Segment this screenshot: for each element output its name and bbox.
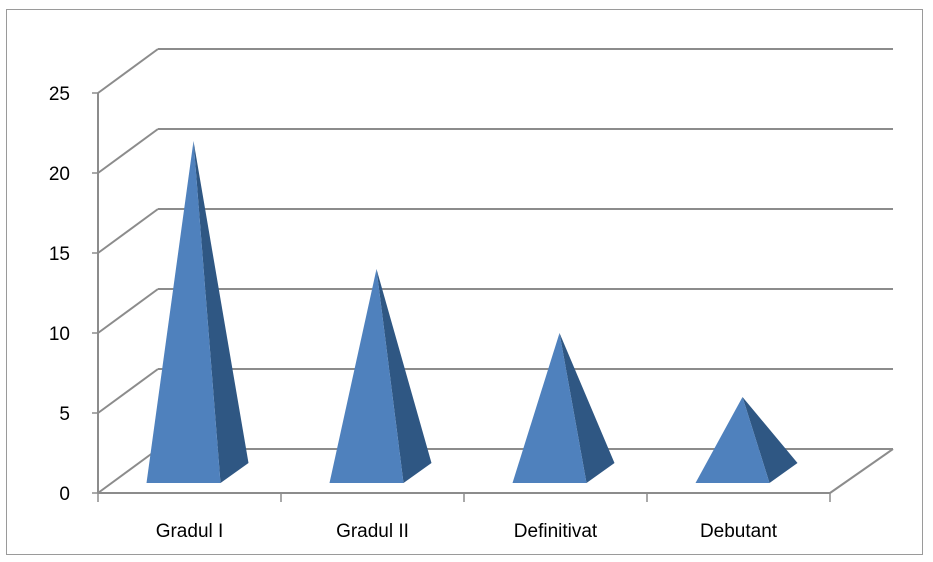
pyramid-front-face: [695, 397, 770, 483]
x-axis-category-labels: Gradul I Gradul II Definitivat Debutant: [156, 521, 778, 542]
y-tick-label: 20: [49, 164, 70, 185]
pyramid-front-face: [146, 141, 221, 483]
x-category-label: Gradul I: [156, 521, 224, 542]
x-category-label: Gradul II: [336, 521, 409, 542]
floor-edge-left: [97, 448, 159, 494]
gridline-diagonal: [97, 288, 159, 334]
floor-edge-right: [829, 448, 894, 494]
pyramid-side-face: [193, 141, 249, 483]
x-category-label: Definitivat: [514, 521, 598, 542]
pyramid-side-face: [376, 269, 432, 483]
gridline-diagonal: [97, 48, 159, 94]
y-tick-label: 5: [59, 404, 70, 425]
pyramid-front-face: [329, 269, 404, 483]
y-axis-tick-labels: 0 5 10 15 20 25: [49, 84, 70, 505]
gridlines: [97, 48, 893, 414]
gridline-diagonal: [97, 128, 159, 174]
y-tick-label: 15: [49, 244, 70, 265]
data-marks: [146, 141, 798, 483]
y-tick-label: 10: [49, 324, 70, 345]
pyramid-side-face: [742, 397, 798, 483]
y-tick-label: 0: [59, 484, 70, 505]
y-tick-label: 25: [49, 84, 70, 105]
x-category-label: Debutant: [700, 521, 778, 542]
gridline-diagonal: [97, 368, 159, 414]
pyramid-side-face: [559, 333, 615, 483]
pyramid-front-face: [512, 333, 587, 483]
gridline-diagonal: [97, 208, 159, 254]
